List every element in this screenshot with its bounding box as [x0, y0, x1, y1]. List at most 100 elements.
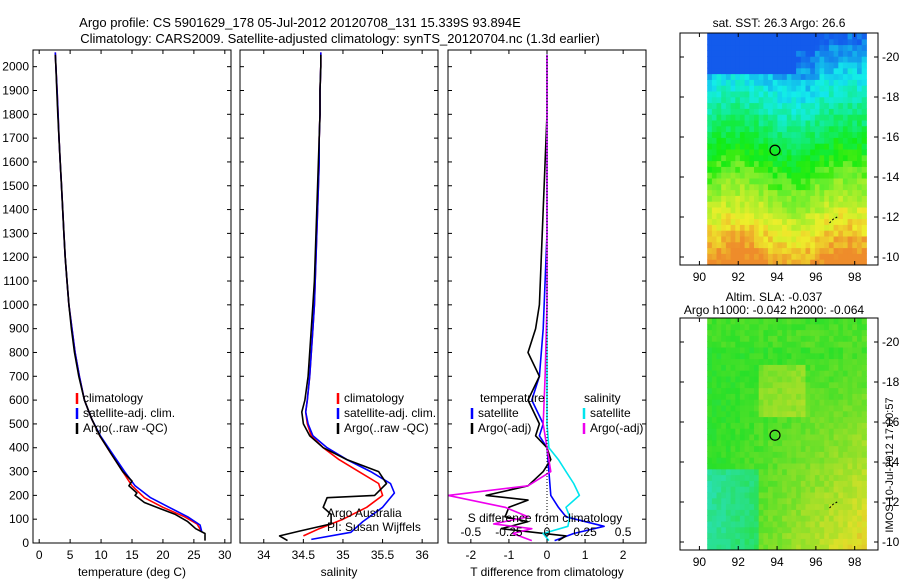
sst_map-cell	[847, 218, 853, 225]
sla_map-cell	[725, 434, 732, 441]
sla_map-cell	[768, 526, 774, 534]
sla_map-cell	[768, 515, 774, 522]
sst_map-cell	[800, 172, 806, 179]
sst_map-cell	[782, 108, 788, 115]
sst_map-cell	[725, 73, 732, 80]
sst_map-cell	[824, 67, 830, 75]
sst_map-cell	[828, 149, 835, 156]
sla_map-cell	[768, 439, 774, 447]
sst_map-cell	[800, 44, 806, 51]
sla_map-cell	[749, 347, 755, 354]
sst_map-cell	[842, 137, 849, 144]
sst_map-cell	[824, 38, 830, 46]
sla_map-cell	[754, 468, 760, 476]
sst_map-cell	[819, 96, 825, 104]
sst_map-cell	[814, 207, 821, 214]
sla_map-cell	[828, 457, 835, 464]
sla_map-cell	[782, 405, 788, 412]
sst_map-cell	[833, 189, 839, 196]
sst_map-cell	[725, 131, 732, 138]
sst_map-cell	[772, 207, 778, 214]
sst_map-cell	[796, 259, 802, 266]
sst_map-cell	[782, 183, 788, 191]
sst_map-cell	[716, 241, 722, 249]
sla_map-cell	[847, 381, 853, 389]
sla_map-cell	[819, 544, 825, 551]
sst_map-cell	[730, 50, 736, 57]
sla_map-cell	[800, 521, 806, 528]
sla_map-cell	[716, 463, 722, 470]
sla_map-cell	[819, 509, 825, 516]
sst_map-cell	[730, 56, 736, 63]
sla_map-float-position-marker	[769, 429, 781, 441]
sla_map-cell	[796, 503, 802, 510]
sla_map-cell	[749, 422, 755, 429]
sst_map-cell	[763, 33, 769, 40]
sst_map-cell	[796, 137, 802, 144]
sla_map-cell	[842, 538, 849, 545]
sst_map-cell	[739, 102, 746, 109]
sst_map-cell	[800, 236, 806, 243]
sla_map-cell	[833, 335, 839, 342]
sst_map-cell	[847, 178, 853, 185]
sst_map-cell	[777, 247, 783, 254]
sst_map-cell	[796, 33, 802, 40]
sst_map-cell	[730, 178, 736, 185]
sla_map-cell	[828, 323, 835, 331]
sla_map-cell	[763, 405, 769, 412]
sst_map-cell	[810, 131, 816, 138]
sst_map-cell	[852, 178, 858, 185]
sst_map-cell	[777, 230, 783, 237]
sla_map-cell	[861, 358, 867, 365]
difference-series-line	[531, 54, 605, 542]
sst_map-cell	[758, 178, 764, 185]
sst_map-cell	[819, 195, 825, 202]
sla_map-cell	[810, 358, 816, 365]
sla_map-cell	[707, 521, 713, 528]
sla_map-cell	[861, 486, 867, 493]
sla_map-cell	[824, 515, 830, 522]
sla_map-cell	[857, 492, 863, 499]
depth-tick-label: 1500	[2, 179, 29, 193]
sst_map-cell	[739, 183, 746, 191]
sla_map-cell	[725, 399, 732, 406]
sst_map-cell	[852, 247, 858, 254]
salinity-series-group	[278, 52, 396, 542]
sla_map-cell	[711, 445, 718, 452]
sst_map-cell	[772, 195, 778, 202]
sla_map-cell	[852, 468, 858, 476]
sla_map-cell	[819, 416, 825, 423]
sst_map-cell	[857, 189, 863, 196]
sla_map-cell	[707, 503, 713, 510]
sst_map-cell	[842, 50, 849, 57]
sst_map-cell	[838, 108, 844, 115]
sla_map-cell	[777, 509, 783, 516]
sst_map-cell	[805, 236, 811, 243]
sst_map-cell	[814, 108, 821, 115]
sst_map-cell	[730, 154, 736, 162]
sla_map-cell	[744, 468, 750, 476]
sla_map-cell	[805, 364, 811, 371]
sla_map-cell	[721, 486, 727, 493]
sla_map-cell	[861, 439, 867, 447]
sla_map-cell	[744, 544, 750, 551]
sst_map-cell	[852, 85, 858, 92]
sla_map-cell	[828, 492, 835, 499]
sla_map-cell	[754, 480, 760, 487]
sst_map-cell	[744, 178, 750, 185]
sla_map-cell	[800, 358, 806, 365]
sla_map-cell	[861, 532, 867, 539]
sla_map-cell	[786, 521, 792, 528]
sla_map-cell	[810, 422, 816, 429]
sla_map-cell	[842, 381, 849, 389]
sla_map-cell	[814, 410, 821, 418]
sla_map-cell	[819, 434, 825, 441]
sla_map-cell	[744, 370, 750, 377]
sst_map-cell	[749, 120, 755, 127]
sst_map-cell	[716, 166, 722, 173]
sla_map-cell	[768, 457, 774, 464]
sla_map-cell	[716, 457, 722, 464]
sla_map-cell	[782, 364, 788, 371]
sst_map-cell	[842, 224, 849, 231]
sst_map-cell	[847, 131, 853, 138]
